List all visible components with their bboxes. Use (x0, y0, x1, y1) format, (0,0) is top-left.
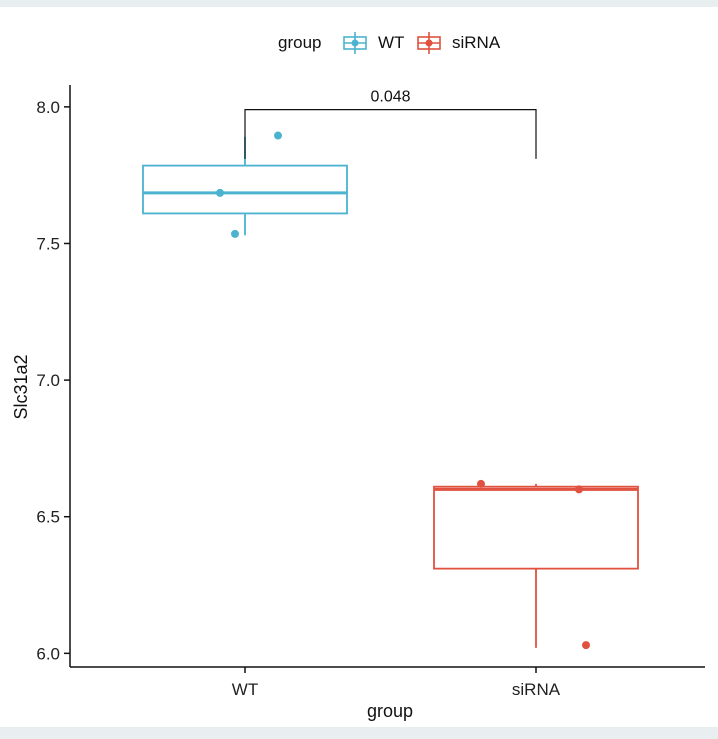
bracket-line (244, 108, 537, 159)
legend-label-wt: WT (378, 33, 404, 52)
legend-title: group (278, 33, 321, 52)
x-tick-label: WT (232, 680, 258, 699)
box-iqr (433, 485, 639, 570)
y-tick-label: 7.0 (36, 371, 60, 390)
y-tick-label: 8.0 (36, 98, 60, 117)
y-axis-title: Slc31a2 (11, 354, 31, 419)
y-tick-label: 6.5 (36, 508, 60, 527)
legend-key-sirna (417, 32, 441, 54)
significance-bracket (244, 108, 537, 159)
legend-label-sirna: siRNA (452, 33, 501, 52)
data-point (582, 641, 590, 650)
p-value-label: 0.048 (370, 89, 410, 106)
box-sirna (433, 479, 639, 650)
data-point (231, 229, 239, 238)
x-ticks: WT siRNA (232, 667, 561, 699)
y-tick-label: 6.0 (36, 644, 60, 663)
chart-panel: group WT siRNA 6.0 6.5 7.0 7.5 8.0 WT siRNA g… (0, 7, 718, 727)
boxes (142, 131, 639, 650)
y-ticks: 6.0 6.5 7.0 7.5 8.0 (36, 98, 70, 663)
legend-key-point (425, 39, 433, 47)
box-wt (142, 131, 348, 238)
legend-key-wt (343, 32, 367, 54)
legend-key-point (351, 39, 359, 47)
data-point (477, 479, 485, 488)
legend: group WT siRNA (278, 32, 501, 54)
data-point (216, 188, 224, 197)
data-point (274, 131, 282, 140)
data-point (575, 485, 583, 494)
x-tick-label: siRNA (512, 680, 561, 699)
box-iqr (142, 164, 348, 215)
x-axis-title: group (367, 701, 413, 721)
y-tick-label: 7.5 (36, 234, 60, 253)
box-plot: group WT siRNA 6.0 6.5 7.0 7.5 8.0 WT siRNA g… (11, 32, 705, 721)
